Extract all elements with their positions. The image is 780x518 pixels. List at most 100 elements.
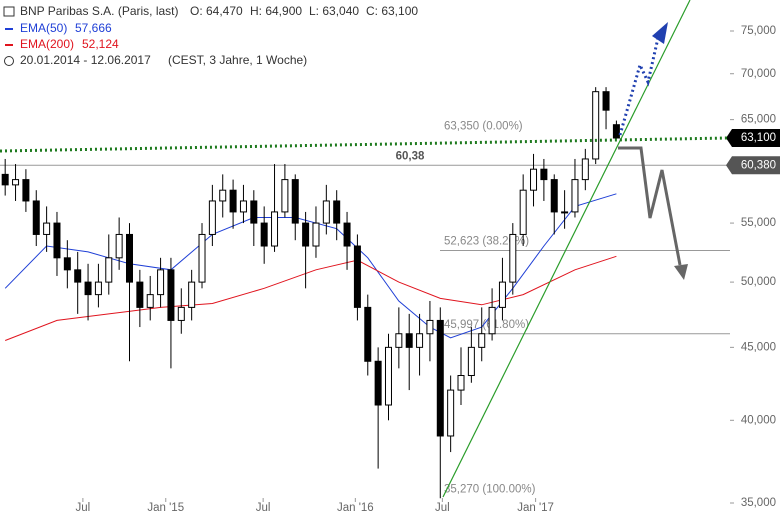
candle-body (561, 211, 569, 214)
x-tick-label: Jan '17 (517, 502, 554, 514)
candle-body (250, 200, 258, 224)
candle-body (353, 245, 361, 308)
candle-body (343, 222, 351, 247)
candle-body (74, 269, 82, 283)
candle-body (84, 281, 92, 296)
candle-body (260, 222, 268, 247)
header-open: O: 64,470 (190, 4, 243, 18)
candle-body (509, 233, 517, 283)
candle-body (188, 281, 196, 308)
price-tag (726, 156, 780, 175)
header-close: C: 63,100 (366, 4, 418, 18)
candle-body (322, 200, 330, 224)
candle-body (478, 333, 486, 348)
annotations (0, 0, 729, 498)
candle-body (167, 269, 175, 321)
price-tag-label: 60,380 (741, 159, 776, 171)
x-tick-label: Jul (76, 502, 91, 514)
y-tick-label: 50,000 (741, 276, 776, 288)
candle-body (436, 319, 444, 437)
candle-body (302, 222, 310, 247)
candle-body (571, 179, 579, 213)
y-tick-label: 70,000 (741, 68, 776, 80)
candle-body (22, 179, 30, 202)
candle-body (63, 257, 71, 271)
y-tick-label: 75,000 (741, 25, 776, 37)
candle-body (291, 179, 299, 224)
candle-body (550, 179, 558, 213)
legend-label: EMA(200) (20, 37, 74, 51)
y-tick-label: 40,000 (741, 414, 776, 426)
candle-body (312, 222, 320, 247)
candle-body (488, 306, 496, 335)
resistance-line (0, 136, 729, 153)
candle-body (540, 168, 548, 181)
header-low: L: 63,040 (309, 4, 359, 18)
candle-body (281, 179, 289, 213)
candle-body (146, 294, 154, 308)
candle-body (592, 91, 600, 160)
candle-body (426, 319, 434, 335)
chart-icon (3, 6, 15, 17)
candle-body (467, 346, 475, 377)
x-tick-label: Jul (256, 502, 271, 514)
candle-body (53, 222, 61, 259)
candle-body (333, 200, 341, 224)
candle-body (602, 91, 610, 111)
ema-line (5, 255, 617, 341)
candle-body (374, 360, 382, 406)
candle-body (105, 257, 113, 283)
y-tick-label: 55,000 (741, 217, 776, 229)
candle-body (219, 189, 227, 202)
candle-body (498, 281, 506, 308)
candle-body (115, 233, 123, 259)
candle-body (157, 269, 165, 296)
legend: BNP Paribas S.A. (Paris, last) O: 64,470… (3, 4, 418, 67)
candle-body (271, 211, 279, 247)
clock-icon (4, 56, 14, 66)
candle-body (136, 281, 144, 308)
level-label: 35,270 (100.00%) (444, 483, 536, 495)
x-tick-label: Jul (435, 502, 450, 514)
bull-arrow-head (652, 22, 668, 44)
y-tick-label: 45,000 (741, 341, 776, 353)
header-high: H: 64,900 (250, 4, 302, 18)
level-label: 60,38 (396, 150, 425, 162)
candle-body (405, 333, 413, 348)
legend-label: EMA(50) (20, 21, 67, 35)
candle-body (177, 306, 185, 321)
candle-body (125, 233, 133, 283)
candle-body (519, 189, 527, 235)
level-label: 52,623 (38.20%) (444, 235, 529, 247)
level-label: 63,350 (0.00%) (444, 121, 523, 133)
candle-body (32, 200, 40, 235)
range-note: (CEST, 3 Jahre, 1 Woche) (168, 53, 307, 67)
bear-arrow-head (674, 264, 688, 280)
bear-arrow (618, 146, 682, 266)
candle-body (229, 189, 237, 213)
candle-body (364, 306, 372, 362)
candle-body (1, 173, 9, 186)
candle-body (384, 346, 392, 406)
ema-line (4, 193, 617, 339)
candle-body (239, 200, 247, 213)
level-label: 45,997 (61.80%) (444, 319, 529, 331)
candle-body (94, 281, 102, 296)
legend-value: 57,666 (75, 21, 112, 35)
candle-body (530, 168, 538, 191)
candle-body (12, 179, 20, 186)
legend-value: 52,124 (82, 37, 119, 51)
candle-body (457, 375, 465, 391)
x-tick-label: Jan '15 (147, 502, 184, 514)
range: 20.01.2014 - 12.06.2017 (20, 53, 151, 67)
candle-body (612, 124, 620, 139)
candle-body (198, 233, 206, 283)
candle-body (208, 200, 216, 235)
candle-body (581, 158, 589, 181)
header-title: BNP Paribas S.A. (Paris, last) (20, 4, 179, 18)
plot: 60,38 63,350 (0.00%) 52,623 (38.20%) 45,997… (0, 21, 780, 514)
candle-body (43, 222, 51, 235)
candle-body (447, 389, 455, 437)
price-tag-label: 63,100 (741, 132, 776, 144)
